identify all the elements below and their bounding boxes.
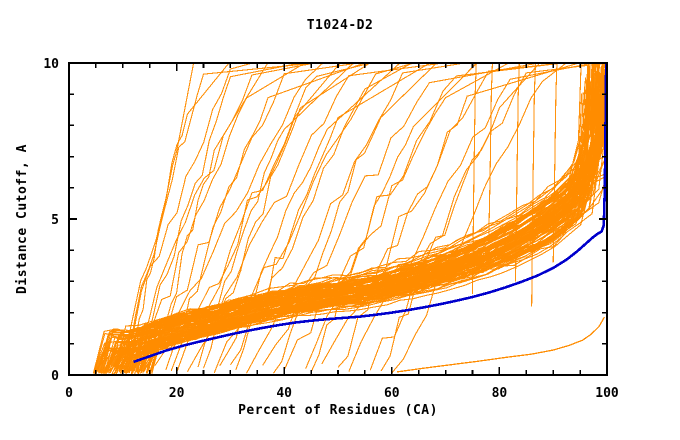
curve-path	[93, 78, 588, 372]
curve-path	[229, 62, 413, 366]
curve-path	[246, 62, 465, 374]
curve-path	[305, 62, 509, 369]
curve-path	[170, 62, 341, 372]
curve-path	[149, 62, 269, 364]
curve-path	[135, 62, 306, 371]
chart-title: T1024-D2	[307, 18, 374, 33]
curve-path	[272, 62, 437, 374]
curve-path	[197, 62, 354, 368]
curve-path	[514, 62, 520, 282]
curve-path	[348, 62, 594, 372]
curve-path	[552, 62, 558, 263]
curve-path	[380, 62, 541, 372]
curve-path	[151, 78, 607, 375]
curve-path	[213, 62, 414, 374]
curve-path	[397, 316, 605, 373]
curve-path	[143, 62, 359, 372]
y-tick-label: 0	[51, 369, 59, 384]
curve-path	[126, 62, 600, 371]
curve-path	[471, 62, 477, 294]
curve-path	[138, 62, 301, 374]
x-tick-label: 40	[276, 386, 292, 401]
curve-path	[119, 62, 230, 367]
curve-path	[109, 159, 608, 374]
curve-path	[102, 73, 605, 373]
x-tick-label: 60	[384, 386, 400, 401]
x-tick-label: 80	[492, 386, 508, 401]
curve-path	[127, 62, 315, 373]
curve-path	[97, 62, 591, 373]
x-tick-label: 20	[169, 386, 185, 401]
y-axis-title: Distance Cutoff, A	[15, 144, 30, 294]
curve-path	[202, 62, 371, 369]
curve-path	[154, 62, 324, 366]
y-tick-label: 5	[51, 213, 59, 228]
curve-path	[113, 73, 601, 375]
curve-path	[114, 62, 253, 369]
y-tick-label: 10	[43, 57, 59, 72]
curve-path	[127, 62, 195, 365]
curve-path	[113, 62, 604, 371]
curve-path	[176, 62, 372, 373]
axis-tick-labels: 0 20 40 60 80 100 0 5 10	[43, 57, 619, 401]
reference-curve	[133, 62, 608, 364]
curve-path	[321, 62, 562, 365]
prediction-curves	[92, 62, 609, 375]
curve-path	[531, 62, 536, 307]
curve-path	[141, 81, 603, 372]
curve-path	[219, 62, 401, 367]
curve-path	[122, 62, 315, 373]
low-outlier-curve	[397, 316, 605, 373]
curve-path	[133, 62, 608, 364]
curve-path	[186, 62, 444, 373]
curve-path	[136, 62, 604, 373]
x-axis-title: Percent of Residues (CA)	[238, 403, 438, 418]
curve-path	[235, 62, 431, 371]
chart-axes: 0 20 40 60 80 100 0 5 10	[43, 57, 619, 401]
curve-path	[262, 62, 539, 366]
axis-ticks	[68, 62, 608, 376]
curve-path	[165, 62, 365, 371]
curve-path	[488, 62, 493, 244]
x-tick-label: 100	[595, 386, 619, 401]
curve-path	[310, 62, 478, 373]
x-tick-label: 0	[65, 386, 73, 401]
curve-path	[369, 62, 608, 371]
curve-path	[337, 62, 579, 368]
